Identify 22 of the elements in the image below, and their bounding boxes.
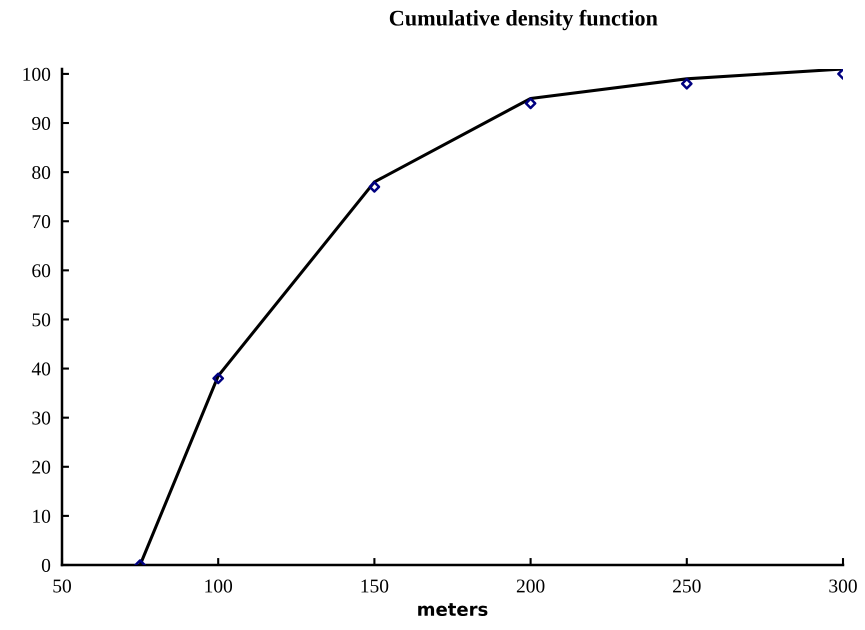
- x-tick-label: 150: [362, 579, 388, 593]
- x-tick-label: 200: [516, 579, 544, 593]
- y-tick-label: 30: [32, 411, 50, 425]
- y-tick-label: 0: [42, 558, 50, 572]
- point: [680, 78, 693, 90]
- y-tick-label: 90: [32, 116, 50, 130]
- point: [368, 181, 380, 193]
- y-tick-label: 70: [32, 215, 50, 228]
- y-tick-label: 80: [32, 166, 50, 180]
- y-tick-label: 60: [32, 264, 50, 278]
- y-tick-label: 20: [32, 460, 50, 474]
- y-tick-label: 10: [33, 510, 50, 523]
- y-tick-label: 100: [23, 68, 50, 81]
- y-tick-label: 50: [32, 313, 50, 326]
- x-axis-title: meters: [418, 603, 488, 616]
- x-tick-label: 250: [673, 579, 701, 593]
- x-tick-label: 300: [829, 579, 857, 593]
- chart-title: Cumulative density function: [390, 10, 658, 30]
- point: [524, 98, 536, 110]
- x-tick-label: 100: [205, 579, 232, 593]
- x-tick-label: 50: [53, 579, 71, 593]
- y-tick-label: 40: [32, 362, 50, 376]
